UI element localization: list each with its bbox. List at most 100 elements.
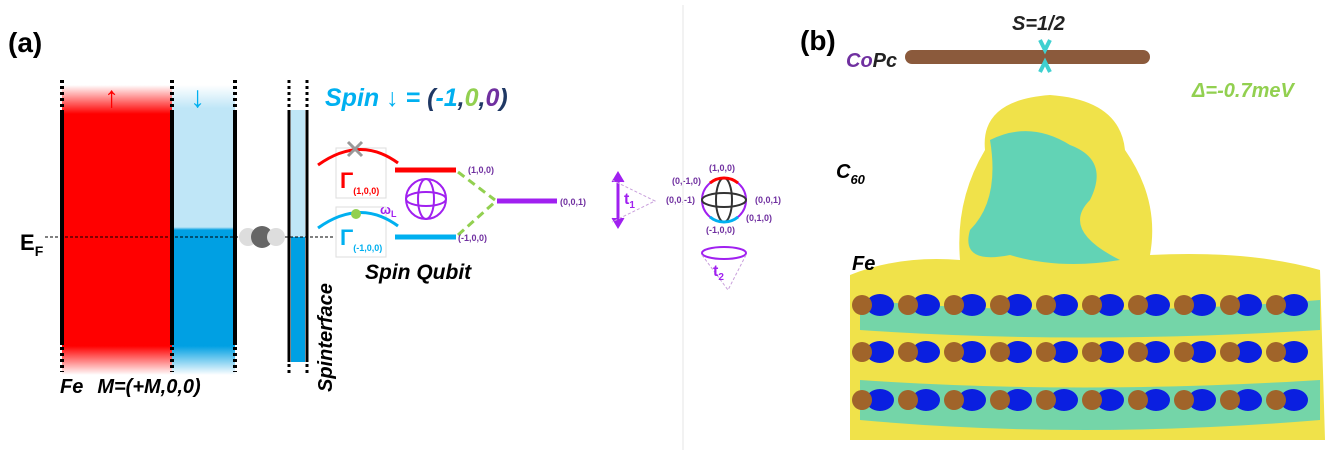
fe-atom: [1174, 342, 1194, 362]
pc: Pc: [873, 50, 897, 72]
fe-atom: [1082, 295, 1102, 315]
fe-atom: [1266, 295, 1286, 315]
panel-b: S=1/2 (b) CoPc Δ=-0.7meV C60 Fe: [800, 13, 1325, 440]
spin-down-band: [172, 85, 235, 375]
fe-atom: [1082, 342, 1102, 362]
sphere-label: (0,-1,0): [672, 176, 701, 186]
c-sub: 60: [850, 172, 865, 187]
fe-atom: [1174, 295, 1194, 315]
panel-label: (a): [8, 27, 42, 58]
fe-atom: [990, 295, 1010, 315]
bloch-sphere-part: [406, 192, 446, 206]
spin-label: S=1/2: [1012, 13, 1065, 35]
fe-atom: [1266, 390, 1286, 410]
x-component: -1: [435, 84, 457, 112]
anisotropy: Δ=-0.7meV: [1191, 80, 1295, 102]
gamma-symbol: Γ: [340, 168, 353, 193]
spin-up-band: [62, 85, 172, 375]
fe-atom: [852, 342, 872, 362]
level-label: (-1,0,0): [458, 233, 487, 243]
coupling-line: [458, 202, 495, 235]
qubit-sphere-part: [710, 178, 738, 183]
sphere-label: (1,0,0): [709, 163, 735, 173]
fe-atom: [1174, 390, 1194, 410]
gamma-down: Γ(-1,0,0): [340, 225, 382, 253]
down-arrow: ↓: [190, 81, 205, 114]
interface-band: [291, 110, 305, 237]
fe-atom: [944, 390, 964, 410]
gamma-sub: (1,0,0): [353, 186, 379, 196]
figure: (a) EF ↑ ↓ Spin ↓ = (-1,0,0) Fe M=(+M,0,0…: [0, 0, 1338, 453]
bloch-sphere-part: [406, 179, 446, 219]
fermi-main: E: [20, 230, 35, 255]
qubit-sphere-part: [702, 178, 746, 222]
omega: ω: [380, 202, 391, 217]
fe-atom: [944, 342, 964, 362]
larmor: ωL: [380, 202, 397, 219]
panel-label: (b): [800, 25, 836, 56]
copc-molecule: [905, 50, 1150, 64]
t-sub: 2: [718, 272, 724, 283]
fe-atom: [898, 295, 918, 315]
t1-label: t1: [624, 191, 635, 211]
copc-label: CoPc: [846, 50, 897, 72]
spin-qubit-label: Spin Qubit: [365, 261, 472, 284]
fe-atom: [1266, 342, 1286, 362]
spin-state: Spin ↓ = (-1,0,0): [325, 84, 508, 112]
fe-label: Fe: [852, 253, 875, 275]
c60-label: C60: [836, 161, 866, 187]
fe-atom: [1128, 295, 1148, 315]
z-component: 0: [485, 84, 499, 112]
fe-atom: [898, 342, 918, 362]
fermi-sub: F: [35, 243, 44, 259]
t-sub: 1: [629, 200, 635, 211]
y-component: 0: [465, 84, 479, 112]
comma: ,: [457, 84, 465, 112]
fermi-label: EF: [20, 230, 44, 259]
bloch-sphere: [406, 179, 446, 219]
panel-a: (a) EF ↑ ↓ Spin ↓ = (-1,0,0) Fe M=(+M,0,0…: [8, 27, 781, 398]
fe-atom: [1036, 342, 1056, 362]
qubit-sphere-part: [710, 217, 738, 222]
level-label: (0,0,1): [560, 197, 586, 207]
fe-atom: [1036, 295, 1056, 315]
fe-atom: [1220, 342, 1240, 362]
t2-label: t2: [713, 263, 724, 283]
magnetization: M=(+M,0,0): [97, 376, 201, 398]
gamma-symbol: Γ: [340, 225, 353, 250]
fe-atom: [1220, 390, 1240, 410]
gamma-sub: (-1,0,0): [353, 243, 382, 253]
co: Co: [846, 50, 873, 72]
spin-prefix: Spin ↓ =: [325, 84, 427, 112]
bloch-sphere-part: [418, 179, 434, 219]
fe-atom: [944, 295, 964, 315]
spinterface-label: Spinterface: [315, 283, 337, 392]
fe-atom: [1220, 295, 1240, 315]
qubit-sphere-part: [702, 193, 746, 207]
sphere-label: (0,0,-1): [666, 195, 695, 205]
c: C: [836, 161, 851, 183]
fe-atom: [1082, 390, 1102, 410]
comma: ,: [478, 84, 486, 112]
qubit-sphere: [702, 178, 746, 222]
fe-atom: [990, 390, 1010, 410]
up-arrow: ↑: [104, 81, 119, 114]
level-label: (1,0,0): [468, 165, 494, 175]
t2-ring: [702, 247, 746, 259]
interface-band: [291, 237, 305, 362]
sphere-label: (0,1,0): [746, 213, 772, 223]
molecule-icon-part: [267, 228, 285, 246]
fe-atom: [1128, 390, 1148, 410]
spin-dot: [351, 209, 361, 219]
molecule-icon: [239, 226, 285, 248]
sphere-label: (-1,0,0): [706, 225, 735, 235]
qubit-sphere-part: [716, 178, 732, 222]
sphere-label: (0,0,1): [755, 195, 781, 205]
fe-atom: [852, 390, 872, 410]
omega-sub: L: [391, 209, 397, 219]
gamma-up: Γ(1,0,0): [340, 168, 379, 196]
coupling-line: [458, 172, 495, 200]
fe-text: Fe: [60, 376, 83, 398]
fe-atom: [990, 342, 1010, 362]
fe-atom: [1128, 342, 1148, 362]
